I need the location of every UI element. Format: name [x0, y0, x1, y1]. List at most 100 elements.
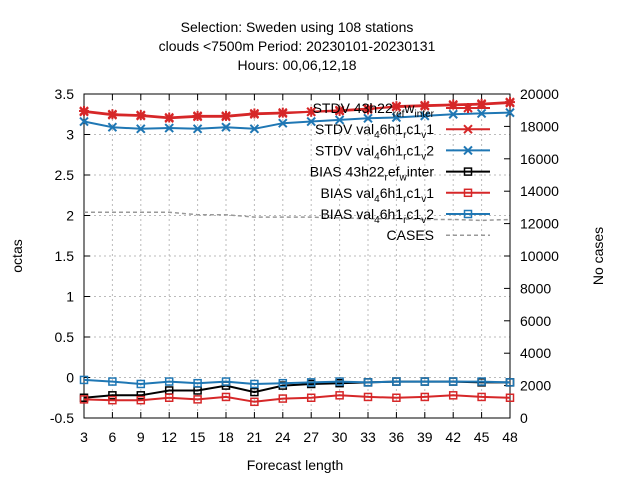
title-line: clouds <7500m Period: 20230101-20230131 — [159, 38, 436, 54]
data-point — [79, 375, 89, 385]
y2-tick-label: 18000 — [520, 118, 559, 134]
series-line — [83, 378, 511, 386]
legend-label: STDV val46h1rc1v1 — [315, 121, 434, 141]
legend-label: CASES — [387, 227, 434, 243]
y-tick-label: 1.5 — [55, 248, 75, 264]
data-point-stroke — [136, 111, 146, 121]
series-line — [83, 394, 511, 403]
data-point — [505, 378, 515, 387]
x-tick-label: 21 — [247, 429, 263, 445]
y-axis-label: octas — [9, 239, 25, 272]
legend-label: BIAS val46h1rc1v2 — [320, 206, 434, 226]
data-point — [164, 123, 174, 133]
series-stdv-val-46h1-rc1-v2 — [79, 107, 515, 134]
legend-entry: STDV val46h1rc1v2 — [315, 142, 490, 162]
data-point-stroke — [306, 107, 316, 117]
data-point — [79, 395, 89, 404]
y-tick-label: 0.5 — [55, 329, 75, 345]
legend-label: STDV 43h22refwinter — [313, 100, 435, 120]
data-point-stroke — [306, 116, 316, 127]
data-point-stroke — [192, 111, 203, 122]
data-point — [79, 116, 89, 127]
data-point — [363, 103, 373, 114]
legend-entry: STDV 43h22refwinter — [313, 100, 490, 120]
data-point — [108, 391, 117, 400]
data-point — [108, 377, 117, 386]
data-point — [306, 378, 316, 387]
y2-tick-label: 12000 — [520, 216, 559, 232]
data-point — [505, 107, 515, 118]
series — [79, 97, 515, 407]
data-point — [164, 393, 174, 402]
series-bias-val-46h1-rc1-v1 — [79, 391, 515, 407]
x-tick-label: 9 — [137, 429, 145, 445]
x-tick-label: 30 — [332, 429, 348, 445]
data-point — [363, 113, 373, 124]
data-point-stroke — [278, 108, 288, 119]
y2-tick-label: 6000 — [520, 313, 551, 329]
data-point — [278, 108, 288, 119]
y2-tick-label: 8000 — [520, 280, 551, 296]
data-point-stroke — [476, 108, 487, 119]
data-point-stroke — [221, 111, 231, 122]
data-point — [250, 387, 259, 397]
data-point — [420, 377, 430, 386]
data-point — [477, 392, 486, 402]
data-point-stroke — [463, 124, 473, 134]
y-tick-label: 0 — [66, 370, 74, 386]
data-point — [164, 113, 174, 124]
data-point — [136, 395, 146, 405]
data-point — [249, 109, 260, 119]
data-point — [463, 103, 473, 113]
data-point — [221, 392, 231, 402]
data-point-stroke — [107, 110, 118, 120]
x-tick-label: 48 — [502, 429, 518, 445]
data-point-stroke — [278, 118, 288, 128]
title-line: Selection: Sweden using 108 stations — [181, 19, 414, 35]
data-point — [463, 145, 473, 156]
legend-label: BIAS val46h1rc1v1 — [320, 185, 434, 205]
data-point — [391, 102, 402, 112]
data-point-stroke — [420, 101, 430, 111]
x-tick-label: 15 — [190, 429, 206, 445]
data-point — [136, 391, 146, 400]
data-point — [420, 101, 430, 111]
data-point-stroke — [363, 103, 373, 114]
data-point — [250, 397, 259, 407]
data-point-stroke — [363, 113, 373, 124]
grid — [84, 94, 510, 418]
data-point — [363, 392, 373, 402]
data-point — [221, 111, 231, 122]
data-point — [107, 122, 118, 132]
data-point — [448, 391, 458, 400]
data-point-stroke — [391, 102, 402, 112]
y-tick-label: 2.5 — [55, 167, 75, 183]
x-tick-label: 24 — [275, 429, 291, 445]
data-point — [334, 105, 345, 115]
data-point-stroke — [505, 107, 515, 118]
series-bias-val-46h1-rc1-v2 — [79, 375, 515, 389]
data-point — [250, 379, 259, 389]
data-point — [108, 395, 117, 405]
data-point — [306, 107, 316, 117]
x-tick-label: 18 — [218, 429, 234, 445]
data-point — [79, 107, 89, 117]
data-point-stroke — [192, 124, 203, 134]
y2-tick-label: 16000 — [520, 151, 559, 167]
y-axis-ticks: -0.5 0 0.5 1 1.5 2 2.5 3 3.5 — [50, 86, 90, 426]
x-tick-label: 12 — [161, 429, 177, 445]
data-point-stroke — [463, 145, 473, 156]
y2-tick-label: 0 — [520, 410, 528, 426]
x-tick-label: 33 — [360, 429, 376, 445]
title-line: Hours: 00,06,12,18 — [237, 57, 356, 73]
data-point — [363, 378, 373, 387]
data-point-stroke — [79, 107, 89, 117]
y-tick-label: 3 — [66, 127, 74, 143]
data-point — [136, 111, 146, 121]
data-point — [505, 393, 515, 402]
data-point — [463, 209, 473, 219]
data-point-stroke — [249, 124, 260, 134]
series-line — [83, 111, 511, 130]
x-tick-label: 6 — [109, 429, 117, 445]
